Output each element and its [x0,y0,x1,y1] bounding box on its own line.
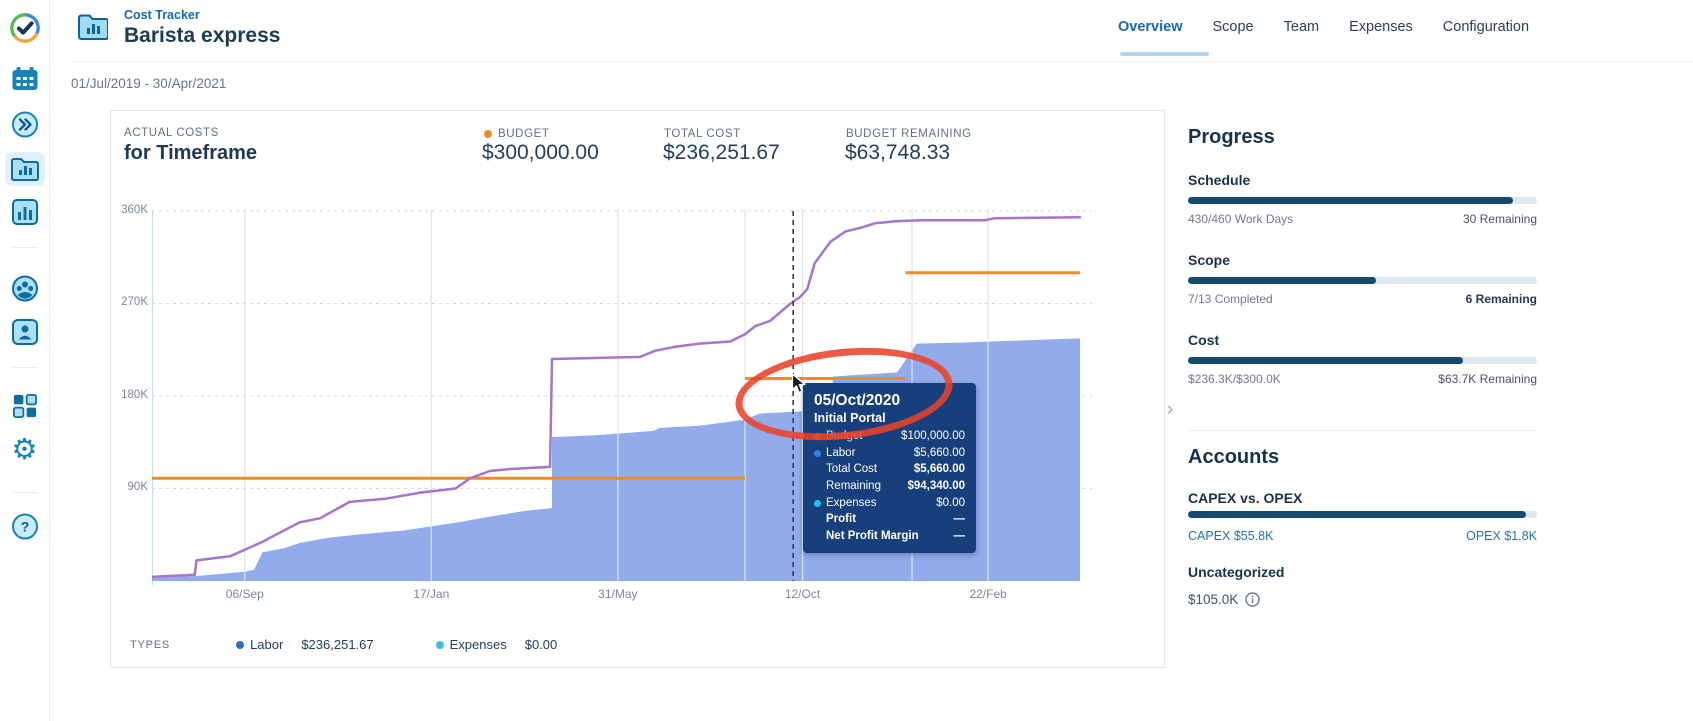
y-tick-90k: 90K [127,481,148,493]
cost-caption: $236.3K/$300.0K $63.7K Remaining [1188,372,1537,386]
tooltip-row-expenses: Expenses $0.00 [814,497,965,511]
panel-collapse-chevron-icon[interactable]: › [1167,399,1174,420]
uncategorized-value-row: $105.0K [1188,592,1260,607]
tab-team[interactable]: Team [1283,19,1320,35]
tooltip-date: 05/Oct/2020 [814,392,901,409]
budget-dot-icon [484,129,492,138]
y-tick-270k: 270K [121,296,148,308]
reports-icon[interactable] [11,199,38,225]
opex-link[interactable]: OPEX $1.8K [1466,529,1537,543]
chart-title: for Timeframe [124,142,258,164]
tooltip-milestone: Initial Portal [814,411,886,425]
scope-caption: 7/13 Completed 6 Remaining [1188,292,1537,306]
x-tick-label: 12/Oct [784,587,821,601]
x-tick-label: 17/Jan [413,587,450,601]
chart-eyebrow: ACTUAL COSTS [124,127,219,139]
metric-total-cost-label: TOTAL COST [664,128,741,140]
info-icon[interactable] [1245,592,1260,607]
calendar-icon[interactable] [11,67,38,92]
expenses-dot-icon [435,640,444,649]
page-title: Barista express [124,24,281,47]
apps-grid-icon[interactable] [12,394,37,418]
rail-divider [13,367,37,368]
account-person-icon[interactable] [11,319,38,345]
active-tab-underline [1120,52,1209,56]
tooltip-row-remaining: Remaining $94,340.00 [826,480,965,493]
cost-trackers-icon[interactable] [4,152,45,186]
chart-tooltip: 05/Oct/2020 Initial Portal Budget $100,0… [803,383,976,553]
legend-caption: TYPES [130,638,171,651]
capex-opex-caption: CAPEX $55.8K OPEX $1.8K [1188,529,1537,543]
uncategorized-label: Uncategorized [1188,564,1285,580]
x-tick-label: 06/Sep [225,587,264,601]
teams-icon[interactable] [11,275,38,302]
progress-heading: Progress [1188,126,1275,148]
tooltip-row-profit: Profit — [826,513,965,526]
tab-expenses[interactable]: Expenses [1349,19,1413,35]
chart-legend: TYPES Labor $236,251.67 Expenses $0.00 [130,637,619,652]
metric-budget-value: $300,000.00 [482,141,599,164]
legend-item-labor: Labor $236,251.67 [236,637,374,652]
budget-dot-icon [814,433,821,441]
metric-budget-label: BUDGET [484,128,550,140]
mouse-cursor-icon [791,372,809,399]
tab-overview[interactable]: Overview [1118,19,1183,35]
scope-label: Scope [1188,252,1231,268]
cost-label: Cost [1188,332,1220,348]
tooltip-row-total-cost: Total Cost $5,660.00 [826,463,965,476]
date-range: 01/Jul/2019 - 30/Apr/2021 [71,76,227,91]
project-folder-icon [78,13,109,45]
rail-divider [13,492,37,493]
right-panel [1166,111,1693,721]
tab-bar: Overview Scope Team Expenses Configurati… [1118,19,1529,35]
collapse-rail-icon[interactable] [11,111,38,138]
expenses-dot-icon [814,500,821,507]
x-tick-label: 31/May [598,587,638,601]
tooltip-row-labor: Labor $5,660.00 [814,447,965,461]
metric-total-cost-value: $236,251.67 [663,141,780,164]
schedule-label: Schedule [1188,172,1251,188]
header-divider [70,61,1693,62]
capex-link[interactable]: CAPEX $55.8K [1188,529,1274,543]
y-tick-360k: 360K [121,204,148,216]
tab-scope[interactable]: Scope [1212,19,1254,35]
tempo-logo-icon[interactable] [9,12,41,44]
help-icon[interactable]: ? [11,513,38,540]
labor-dot-icon [236,640,245,649]
cost-progress-bar [1188,357,1537,364]
metric-budget-remaining-label: BUDGET REMAINING [846,128,972,140]
svg-text:?: ? [20,519,29,535]
rail-divider [13,247,37,248]
labor-dot-icon [814,449,821,457]
tab-configuration[interactable]: Configuration [1442,19,1530,35]
breadcrumb-product[interactable]: Cost Tracker [124,8,200,22]
x-tick-label: 22/Feb [969,587,1007,601]
accounts-heading: Accounts [1188,446,1280,468]
tooltip-row-budget: Budget $100,000.00 [814,430,965,444]
legend-item-expenses: Expenses $0.00 [435,637,557,652]
scope-progress-bar [1188,277,1537,284]
metric-budget-remaining-value: $63,748.33 [845,141,951,164]
capex-opex-bar [1188,511,1537,518]
schedule-progress-bar [1188,197,1537,204]
left-rail: ⚙ ? [0,0,50,721]
schedule-caption: 430/460 Work Days 30 Remaining [1188,212,1537,226]
capex-opex-label: CAPEX vs. OPEX [1188,490,1303,506]
tooltip-row-net-profit-margin: Net Profit Margin — [826,530,965,543]
y-tick-180k: 180K [121,389,148,401]
settings-gear-icon[interactable]: ⚙ [11,434,38,466]
panel-divider [1188,430,1537,431]
